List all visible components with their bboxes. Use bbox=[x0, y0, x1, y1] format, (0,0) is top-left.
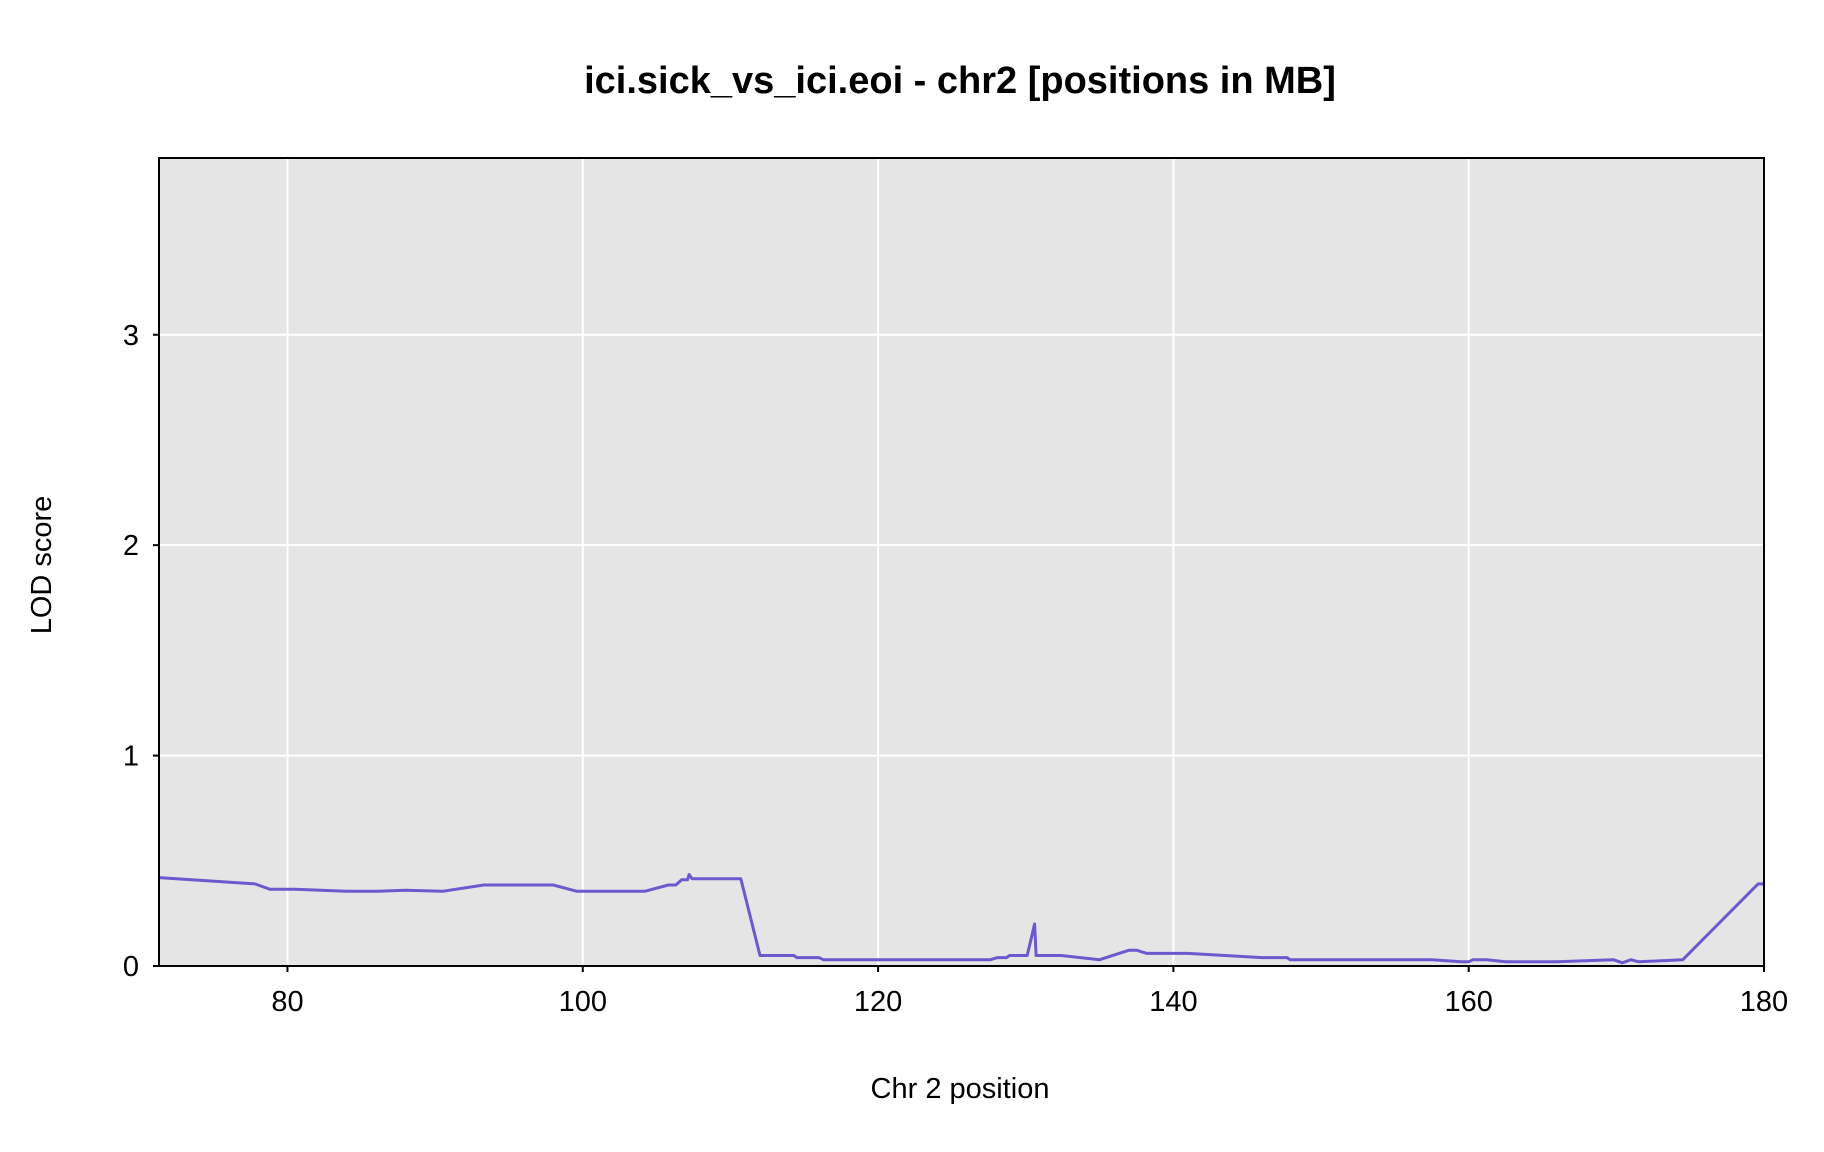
y-tick-label: 2 bbox=[123, 530, 139, 562]
x-tick-label: 180 bbox=[1740, 986, 1788, 1018]
x-axis-ticks: 80 100 120 140 160 180 bbox=[271, 966, 1788, 1018]
y-tick-label: 0 bbox=[123, 951, 139, 983]
y-axis-ticks: 0 1 2 3 bbox=[123, 320, 159, 983]
x-tick-label: 100 bbox=[559, 986, 607, 1018]
x-tick-label: 80 bbox=[271, 986, 303, 1018]
y-axis-label: LOD score bbox=[26, 496, 58, 635]
lod-score-line bbox=[158, 873, 1764, 965]
y-tick-label: 1 bbox=[123, 741, 139, 773]
x-tick-label: 160 bbox=[1444, 986, 1492, 1018]
plot-frame bbox=[158, 157, 1765, 967]
y-tick-label: 3 bbox=[123, 320, 139, 352]
x-tick-label: 120 bbox=[854, 986, 902, 1018]
x-tick-label: 140 bbox=[1149, 986, 1197, 1018]
plot-panel-background bbox=[159, 158, 1764, 966]
x-axis-label: Chr 2 position bbox=[871, 1073, 1050, 1105]
chart-title: ici.sick_vs_ici.eoi - chr2 [positions in… bbox=[584, 60, 1336, 102]
